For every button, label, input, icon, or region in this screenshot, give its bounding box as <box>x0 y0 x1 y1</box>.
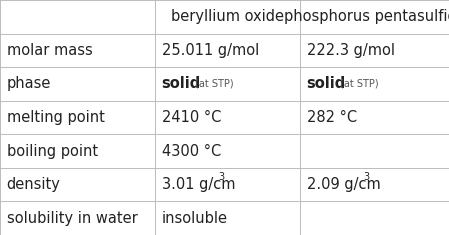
Text: phosphorus pentasulfide: phosphorus pentasulfide <box>284 9 449 24</box>
Text: beryllium oxide: beryllium oxide <box>171 9 284 24</box>
Text: insoluble: insoluble <box>162 211 228 226</box>
Text: 2410 °C: 2410 °C <box>162 110 221 125</box>
Text: (at STP): (at STP) <box>195 79 234 89</box>
Text: density: density <box>7 177 61 192</box>
Text: solid: solid <box>307 76 346 91</box>
Text: 222.3 g/mol: 222.3 g/mol <box>307 43 395 58</box>
Text: phase: phase <box>7 76 51 91</box>
Text: 25.011 g/mol: 25.011 g/mol <box>162 43 259 58</box>
Text: 3: 3 <box>218 172 224 182</box>
Text: molar mass: molar mass <box>7 43 92 58</box>
Text: solid: solid <box>162 76 201 91</box>
Text: 3.01 g/cm: 3.01 g/cm <box>162 177 235 192</box>
Text: 3: 3 <box>363 172 370 182</box>
Text: melting point: melting point <box>7 110 105 125</box>
Text: boiling point: boiling point <box>7 144 98 159</box>
Text: solubility in water: solubility in water <box>7 211 137 226</box>
Text: (at STP): (at STP) <box>340 79 379 89</box>
Text: 282 °C: 282 °C <box>307 110 357 125</box>
Text: 2.09 g/cm: 2.09 g/cm <box>307 177 380 192</box>
Text: 4300 °C: 4300 °C <box>162 144 221 159</box>
